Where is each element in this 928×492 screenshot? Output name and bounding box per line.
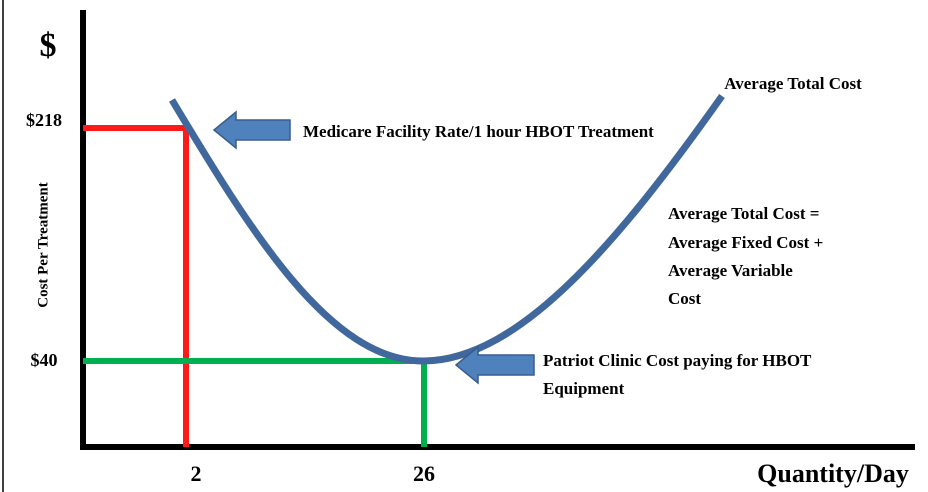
callout: Equipment	[543, 379, 625, 398]
y-symbol: $	[40, 27, 57, 64]
medicare-guide	[83, 125, 189, 447]
patriot-guide	[83, 358, 427, 447]
curve-label: Average Total Cost	[724, 74, 862, 93]
atc-curve	[168, 93, 725, 365]
formula-line: Average Total Cost =	[668, 204, 820, 223]
formula-line: Cost	[668, 289, 701, 308]
y-tick-label: $40	[31, 350, 58, 370]
x-tick-label: 2	[191, 461, 202, 486]
x-tick-label: 26	[413, 461, 435, 486]
callout: Patriot Clinic Cost paying for HBOT	[543, 351, 812, 370]
formula-line: Average Fixed Cost +	[668, 233, 823, 252]
arrow	[454, 345, 535, 385]
formula-line: Average Variable	[668, 261, 793, 280]
y-tick-label: $218	[26, 110, 62, 130]
x-axis-label: Quantity/Day	[757, 459, 909, 488]
y-axis-label: Cost Per Treatment	[35, 182, 51, 308]
arrow	[212, 110, 291, 150]
callout: Medicare Facility Rate/1 hour HBOT Treat…	[303, 122, 654, 141]
